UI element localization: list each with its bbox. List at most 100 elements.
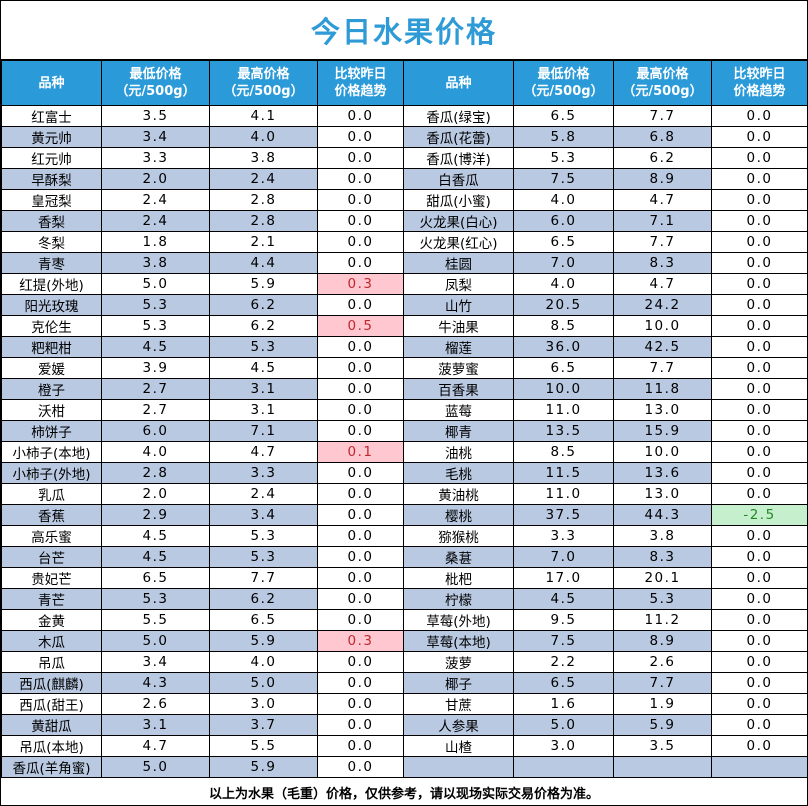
trend-cell: 0.0 — [711, 168, 808, 190]
fruit-name-cell: 木瓜 — [1, 630, 102, 652]
fruit-name-cell: 火龙果(红心) — [403, 231, 514, 253]
min-price-cell: 3.3 — [513, 525, 614, 547]
max-price-cell: 3.8 — [209, 147, 318, 169]
header-low-price: 最低价格 （元/500g） — [513, 60, 614, 106]
min-price-cell: 7.5 — [513, 168, 614, 190]
max-price-cell: 7.7 — [613, 231, 712, 253]
table-row: 香梨 2.4 2.8 0.0 火龙果(白心) 6.0 7.1 0.0 — [1, 210, 808, 232]
fruit-name-cell: 黄甜瓜 — [1, 714, 102, 736]
table-row: 香瓜(羊角蜜) 5.0 5.9 0.0 — [1, 756, 808, 778]
max-price-cell: 4.4 — [209, 252, 318, 274]
fruit-name-cell: 金黄 — [1, 609, 102, 631]
fruit-name-cell: 香梨 — [1, 210, 102, 232]
min-price-cell: 2.4 — [101, 210, 210, 232]
min-price-cell: 3.9 — [101, 357, 210, 379]
max-price-cell: 6.2 — [209, 294, 318, 316]
min-price-cell: 37.5 — [513, 504, 614, 526]
min-price-cell: 5.0 — [101, 630, 210, 652]
min-price-cell: 4.5 — [101, 336, 210, 358]
fruit-name-cell: 贵妃芒 — [1, 567, 102, 589]
fruit-name-cell: 凤梨 — [403, 273, 514, 295]
max-price-cell: 2.1 — [209, 231, 318, 253]
max-price-cell: 7.7 — [613, 672, 712, 694]
trend-cell: 0.0 — [317, 420, 404, 442]
max-price-cell: 5.3 — [613, 588, 712, 610]
trend-cell: 0.0 — [711, 588, 808, 610]
min-price-cell: 8.5 — [513, 441, 614, 463]
trend-cell: 0.0 — [317, 105, 404, 127]
min-price-cell: 1.8 — [101, 231, 210, 253]
header-high-line1: 最高价格 — [237, 67, 290, 82]
fruit-name-cell: 沃柑 — [1, 399, 102, 421]
table-row: 皇冠梨 2.4 2.8 0.0 甜瓜(小蜜) 4.0 4.7 0.0 — [1, 189, 808, 211]
fruit-name-cell: 红元帅 — [1, 147, 102, 169]
max-price-cell: 6.5 — [209, 609, 318, 631]
trend-cell: 0.0 — [317, 504, 404, 526]
max-price-cell: 5.9 — [209, 756, 318, 778]
max-price-cell: 2.6 — [613, 651, 712, 673]
max-price-cell: 6.2 — [613, 147, 712, 169]
fruit-name-cell: 粑粑柑 — [1, 336, 102, 358]
header-low-line2: （元/500g） — [115, 84, 196, 99]
trend-cell: 0.0 — [317, 462, 404, 484]
fruit-name-cell: 小柿子(本地) — [1, 441, 102, 463]
max-price-cell: 4.7 — [209, 441, 318, 463]
max-price-cell: 2.4 — [209, 168, 318, 190]
header-name: 品种 — [1, 60, 102, 106]
min-price-cell: 6.0 — [101, 420, 210, 442]
trend-cell: 0.0 — [317, 483, 404, 505]
min-price-cell: 6.5 — [513, 672, 614, 694]
trend-cell: 0.0 — [711, 378, 808, 400]
trend-cell: 0.0 — [317, 252, 404, 274]
trend-cell: 0.0 — [711, 735, 808, 757]
table-row: 台芒 4.5 5.3 0.0 桑葚 7.0 8.3 0.0 — [1, 546, 808, 568]
table-row: 吊瓜 3.4 4.0 0.0 菠萝 2.2 2.6 0.0 — [1, 651, 808, 673]
header-high-price: 最高价格 （元/500g） — [613, 60, 712, 106]
fruit-name-cell: 白香瓜 — [403, 168, 514, 190]
fruit-name-cell: 冬梨 — [1, 231, 102, 253]
trend-cell: 0.0 — [317, 168, 404, 190]
min-price-cell: 6.5 — [513, 105, 614, 127]
min-price-cell: 4.3 — [101, 672, 210, 694]
fruit-name-cell: 山楂 — [403, 735, 514, 757]
min-price-cell: 3.5 — [101, 105, 210, 127]
trend-cell: 0.0 — [317, 231, 404, 253]
max-price-cell: 44.3 — [613, 504, 712, 526]
fruit-name-cell: 柿饼子 — [1, 420, 102, 442]
min-price-cell: 6.5 — [513, 231, 614, 253]
max-price-cell: 3.1 — [209, 399, 318, 421]
header-trend-line1: 比较昨日 — [334, 67, 387, 82]
min-price-cell: 2.9 — [101, 504, 210, 526]
min-price-cell: 5.5 — [101, 609, 210, 631]
trend-cell: 0.0 — [711, 630, 808, 652]
table-row: 克伦生 5.3 6.2 0.5 牛油果 8.5 10.0 0.0 — [1, 315, 808, 337]
trend-cell: 0.3 — [317, 273, 404, 295]
min-price-cell: 1.6 — [513, 693, 614, 715]
fruit-name-cell: 香瓜(羊角蜜) — [1, 756, 102, 778]
min-price-cell: 4.5 — [101, 546, 210, 568]
max-price-cell: 13.0 — [613, 483, 712, 505]
header-high-line2: （元/500g） — [223, 84, 304, 99]
trend-cell: 0.0 — [711, 441, 808, 463]
trend-cell: 0.0 — [711, 714, 808, 736]
trend-cell: 0.0 — [317, 378, 404, 400]
trend-cell: 0.0 — [317, 714, 404, 736]
fruit-name-cell: 黄元帅 — [1, 126, 102, 148]
header-low-line1: 最低价格 — [537, 67, 590, 82]
fruit-name-cell: 甜瓜(小蜜) — [403, 189, 514, 211]
trend-cell: -2.5 — [711, 504, 808, 526]
max-price-cell: 4.0 — [209, 651, 318, 673]
header-high-line2: （元/500g） — [622, 84, 703, 99]
max-price-cell: 3.8 — [613, 525, 712, 547]
table-row: 沃柑 2.7 3.1 0.0 蓝莓 11.0 13.0 0.0 — [1, 399, 808, 421]
max-price-cell: 5.3 — [209, 546, 318, 568]
fruit-name-cell: 百香果 — [403, 378, 514, 400]
fruit-name-cell: 香瓜(花蕾) — [403, 126, 514, 148]
table-row: 小柿子(外地) 2.8 3.3 0.0 毛桃 11.5 13.6 0.0 — [1, 462, 808, 484]
max-price-cell: 5.3 — [209, 525, 318, 547]
min-price-cell: 20.5 — [513, 294, 614, 316]
fruit-name-cell: 爱媛 — [1, 357, 102, 379]
fruit-name-cell: 椰青 — [403, 420, 514, 442]
min-price-cell: 5.8 — [513, 126, 614, 148]
